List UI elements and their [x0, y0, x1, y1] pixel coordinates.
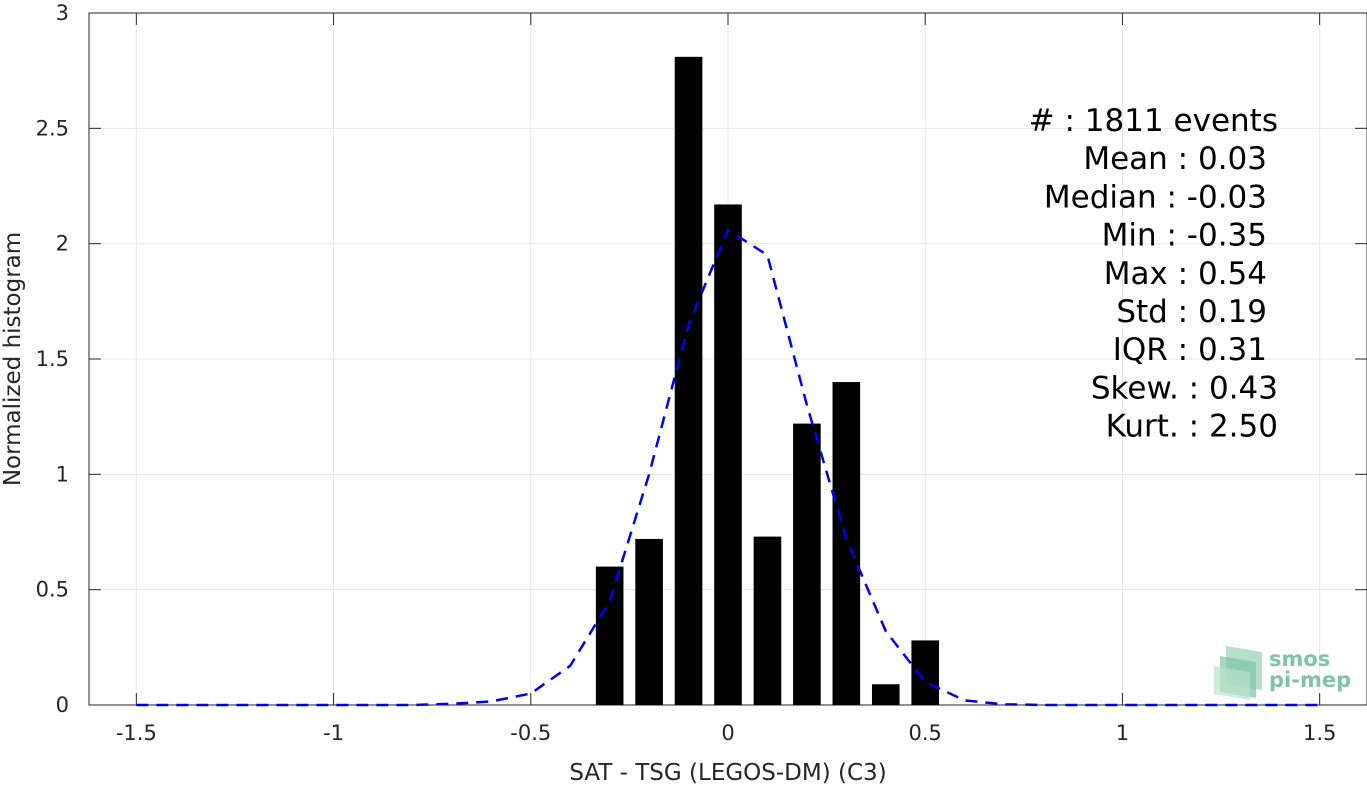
x-tick-label: 1: [1116, 721, 1129, 745]
logo-text-pimep: pi-mep: [1269, 668, 1351, 692]
smos-pimep-logo: smos pi-mep: [1214, 646, 1351, 700]
x-tick-label: -1: [323, 721, 344, 745]
stats-line: # : 1811 events: [1029, 103, 1278, 139]
y-axis-label: Normalized histogram: [0, 232, 26, 486]
y-tick-label: 3: [56, 1, 69, 25]
logo-text-smos: smos: [1269, 647, 1330, 671]
histogram-bar: [793, 423, 821, 705]
stats-line: Min : -0.35: [1102, 218, 1267, 254]
histogram-bar: [595, 566, 624, 705]
stats-line: Mean : 0.03: [1083, 141, 1267, 177]
y-tick-label: 2.5: [36, 116, 69, 140]
histogram-bar: [911, 640, 940, 705]
stats-line: Median : -0.03: [1044, 179, 1267, 215]
stats-line: Max : 0.54: [1104, 256, 1267, 292]
logo-layers-icon: [1214, 646, 1262, 700]
y-tick-label: 2: [56, 232, 69, 256]
y-tick-label: 1.5: [36, 347, 69, 371]
y-tick-labels: 0 0.5 1 1.5 2 2.5 3: [36, 1, 69, 717]
histogram-bar: [635, 538, 663, 705]
x-tick-label: 0: [721, 721, 734, 745]
stats-line: Std : 0.19: [1116, 294, 1267, 330]
x-tick-label: -1.5: [116, 721, 157, 745]
histogram-bar: [753, 536, 782, 705]
histogram-bar: [714, 204, 742, 705]
y-tick-label: 1: [56, 462, 69, 486]
histogram-bar: [674, 56, 703, 706]
stats-line: IQR : 0.31: [1113, 332, 1267, 368]
histogram-bars: [595, 56, 940, 706]
histogram-bar: [871, 684, 900, 705]
x-tick-labels: -1.5 -1 -0.5 0 0.5 1 1.5: [116, 721, 1337, 745]
stats-line: Skew. : 0.43: [1091, 370, 1278, 406]
y-tick-label: 0.5: [36, 578, 69, 602]
x-tick-label: -0.5: [510, 721, 551, 745]
histogram-bar: [832, 382, 861, 705]
gaussian-fit-curve: [136, 227, 1320, 707]
x-axis-label: SAT - TSG (LEGOS-DM) (C3): [569, 760, 886, 785]
x-tick-label: 1.5: [1303, 721, 1336, 745]
x-tick-label: 0.5: [909, 721, 942, 745]
y-tick-label: 0: [56, 693, 69, 717]
stats-line: Kurt. : 2.50: [1106, 409, 1278, 445]
